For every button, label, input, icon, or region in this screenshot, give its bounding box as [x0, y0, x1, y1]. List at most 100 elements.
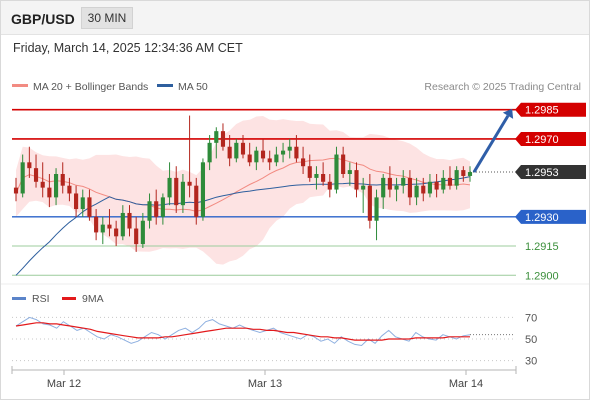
- candle-body: [260, 150, 266, 159]
- candle-body: [274, 154, 279, 163]
- candle-body: [60, 174, 65, 186]
- candle-body: [13, 187, 19, 194]
- candle-body: [147, 201, 152, 221]
- candle-body: [434, 181, 439, 190]
- candle: [154, 189, 159, 225]
- candle-body: [53, 174, 59, 198]
- candle-body: [287, 146, 292, 151]
- candles: [13, 115, 473, 252]
- candle-body: [354, 170, 359, 190]
- candle: [94, 209, 99, 241]
- symbol-label: GBP/USD: [11, 11, 75, 27]
- candle: [40, 162, 45, 198]
- candle-body: [321, 174, 326, 182]
- timeframe-button[interactable]: 30 MIN: [81, 7, 133, 29]
- ma20-line: [15, 157, 471, 212]
- legend-swatch-ma50: [157, 84, 173, 87]
- main-legend: MA 20 + Bollinger Bands MA 50: [12, 81, 208, 93]
- candle-body: [47, 187, 52, 198]
- x-tick-label: Mar 13: [248, 378, 282, 390]
- candle: [387, 166, 392, 198]
- candle: [367, 174, 372, 229]
- candle-body: [387, 177, 392, 190]
- rsi-tick-50: 50: [525, 334, 537, 346]
- candle: [27, 146, 32, 178]
- candle: [314, 166, 319, 190]
- rsi-legend: RSI 9MA: [12, 293, 104, 305]
- candle-body: [307, 166, 312, 178]
- candle: [267, 150, 272, 171]
- candle-body: [280, 150, 286, 155]
- projection-arrow-head: [502, 108, 514, 119]
- legend-swatch-rsi: [12, 297, 26, 300]
- candle-body: [220, 131, 226, 147]
- candle: [13, 177, 19, 202]
- candle-body: [100, 224, 105, 233]
- candle-body: [334, 154, 339, 190]
- candle-body: [327, 181, 332, 190]
- candle-body: [154, 201, 159, 217]
- candle-body: [107, 224, 112, 229]
- level-tag-1.2985: [515, 102, 586, 117]
- level-label-1.2900: 1.2900: [525, 270, 559, 282]
- candle-body: [267, 158, 272, 163]
- candle: [327, 174, 332, 198]
- candle: [207, 135, 212, 171]
- candle: [187, 115, 192, 198]
- candle: [354, 162, 359, 198]
- legend-label-9ma: 9MA: [82, 293, 104, 305]
- candle: [147, 193, 152, 229]
- x-tick-label: Mar 14: [449, 378, 483, 390]
- candle-body: [167, 177, 172, 198]
- candle-body: [194, 185, 199, 217]
- candle-body: [394, 185, 399, 190]
- candle: [441, 170, 446, 194]
- candle: [80, 189, 85, 217]
- candle-body: [114, 228, 119, 237]
- rsi-tick-70: 70: [525, 312, 537, 324]
- candle-body: [461, 170, 466, 176]
- candle-body: [361, 185, 366, 190]
- candle-body: [87, 197, 92, 217]
- legend-label-ma50: MA 50: [178, 81, 208, 93]
- candle-body: [467, 172, 473, 176]
- candle-body: [160, 197, 165, 217]
- candle: [401, 170, 406, 194]
- candle: [247, 142, 252, 167]
- rsi-tick-30: 30: [525, 356, 537, 368]
- candle-body: [140, 220, 145, 245]
- candle: [334, 146, 339, 194]
- candle-body: [414, 185, 419, 198]
- rsi-9ma-line: [15, 322, 470, 341]
- candle-body: [240, 142, 246, 155]
- candle: [407, 170, 412, 206]
- candle: [454, 166, 459, 190]
- chart-datetime: Friday, March 14, 2025 12:34:36 AM CET: [13, 41, 243, 55]
- legend-swatch-9ma: [62, 297, 76, 300]
- candle: [260, 138, 266, 163]
- candle: [134, 216, 139, 252]
- candle: [180, 174, 185, 213]
- candle-body: [80, 197, 85, 210]
- candle-body: [227, 146, 232, 159]
- candle: [274, 146, 279, 167]
- candle: [434, 174, 439, 198]
- x-axis: Mar 12 Mar 13 Mar 14: [11, 366, 517, 390]
- credit-label: Research © 2025 Trading Central: [424, 81, 581, 93]
- candle: [194, 177, 199, 225]
- level-tag-1.2970: [515, 131, 586, 146]
- candle-body: [454, 170, 459, 186]
- level-tag-1.2953: [515, 165, 586, 180]
- candle: [127, 205, 132, 237]
- candle-body: [134, 228, 139, 245]
- candle-body: [200, 162, 206, 217]
- candle: [87, 189, 92, 221]
- level-label-1.2985: 1.2985: [525, 105, 559, 117]
- candle: [20, 154, 25, 198]
- candle-body: [120, 212, 125, 237]
- candle: [341, 146, 346, 178]
- candle-body: [40, 181, 45, 188]
- candle-body: [421, 185, 426, 194]
- rsi-axis: 70 50 30: [12, 312, 537, 368]
